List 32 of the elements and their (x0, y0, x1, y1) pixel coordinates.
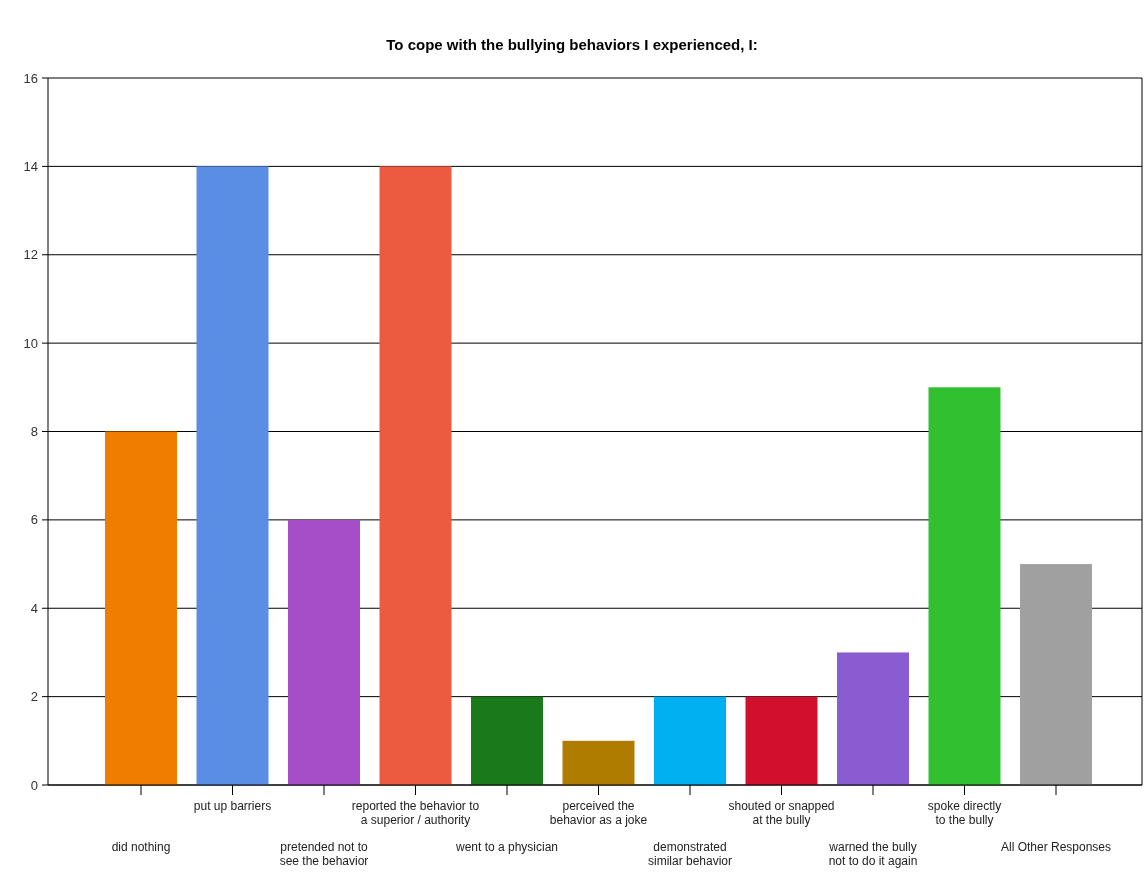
bar (196, 166, 269, 785)
bar (288, 519, 360, 785)
y-tick-label: 16 (23, 70, 38, 86)
x-tick-label: went to a physician (454, 840, 559, 854)
y-tick-label: 10 (23, 335, 38, 351)
bar (562, 740, 635, 785)
x-tick-label: reported the behavior to a superior / authority (351, 799, 480, 827)
x-tick-label: shouted or snapped at the bully (728, 799, 835, 827)
y-tick-label: 4 (30, 600, 38, 616)
y-tick-label: 0 (30, 777, 38, 793)
x-tick-label: All Other Responses (1000, 840, 1112, 854)
bar (654, 696, 726, 785)
chart-title: To cope with the bullying behaviors I experienced, I: (386, 36, 758, 53)
y-tick-label: 6 (30, 512, 38, 528)
bar (105, 431, 177, 785)
x-tick-label: spoke directly to the bully (927, 799, 1002, 827)
x-tick-label: put up barriers (193, 799, 272, 813)
x-tick-label: demonstrated similar behavior (647, 840, 733, 868)
x-tick-label: perceived the behavior as a joke (549, 799, 648, 827)
y-tick-label: 8 (30, 424, 38, 440)
bar (837, 652, 909, 785)
bar (745, 696, 818, 785)
bar (379, 166, 452, 785)
y-tick-label: 2 (30, 689, 38, 705)
x-tick-label: did nothing (111, 840, 171, 854)
bar (471, 696, 543, 785)
bar (928, 387, 1001, 785)
y-tick-label: 12 (23, 247, 38, 263)
y-tick-label: 14 (23, 158, 38, 174)
bar (1020, 564, 1092, 785)
x-tick-label: warned the bully not to do it again (828, 840, 918, 868)
x-tick-label: pretended not to see the behavior (279, 840, 369, 868)
